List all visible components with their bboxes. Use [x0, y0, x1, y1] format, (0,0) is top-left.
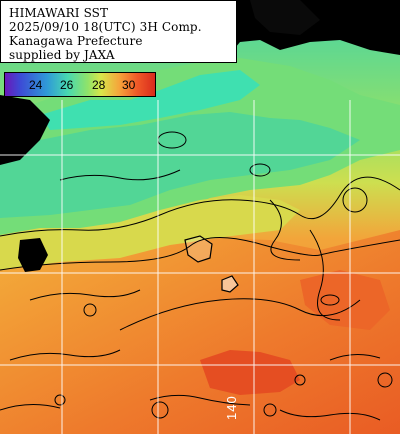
graticule [0, 100, 400, 434]
island-2 [221, 275, 239, 293]
title-block: HIMAWARI SST 2025/09/10 18(UTC) 3H Comp.… [0, 0, 237, 63]
cool-water-band [0, 112, 360, 218]
green-water-patch [40, 70, 260, 130]
hot-water-patch [200, 350, 300, 395]
legend-tick-26: 26 [60, 78, 74, 92]
title-line-supplier: supplied by JAXA [9, 48, 115, 62]
warm-water [0, 230, 400, 434]
longitude-label: 140 [222, 376, 239, 426]
color-scale-legend: 24 26 28 30 [4, 72, 156, 97]
land-patch-west-small [18, 238, 48, 272]
legend-tick-24: 24 [29, 78, 43, 92]
land-mass-northeast [250, 0, 320, 35]
title-line-datetime: 2025/09/10 18(UTC) 3H Comp. [9, 20, 202, 34]
legend-tick-30: 30 [122, 78, 136, 92]
title-line-region: Kanagawa Prefecture [9, 34, 143, 48]
contour-lines [0, 169, 400, 421]
legend-tick-28: 28 [92, 78, 106, 92]
transition-zone [0, 195, 300, 270]
island-1 [184, 235, 213, 263]
title-line-product: HIMAWARI SST [9, 6, 109, 20]
contour-islands [54, 131, 393, 419]
longitude-label-text: 140 [224, 395, 239, 420]
